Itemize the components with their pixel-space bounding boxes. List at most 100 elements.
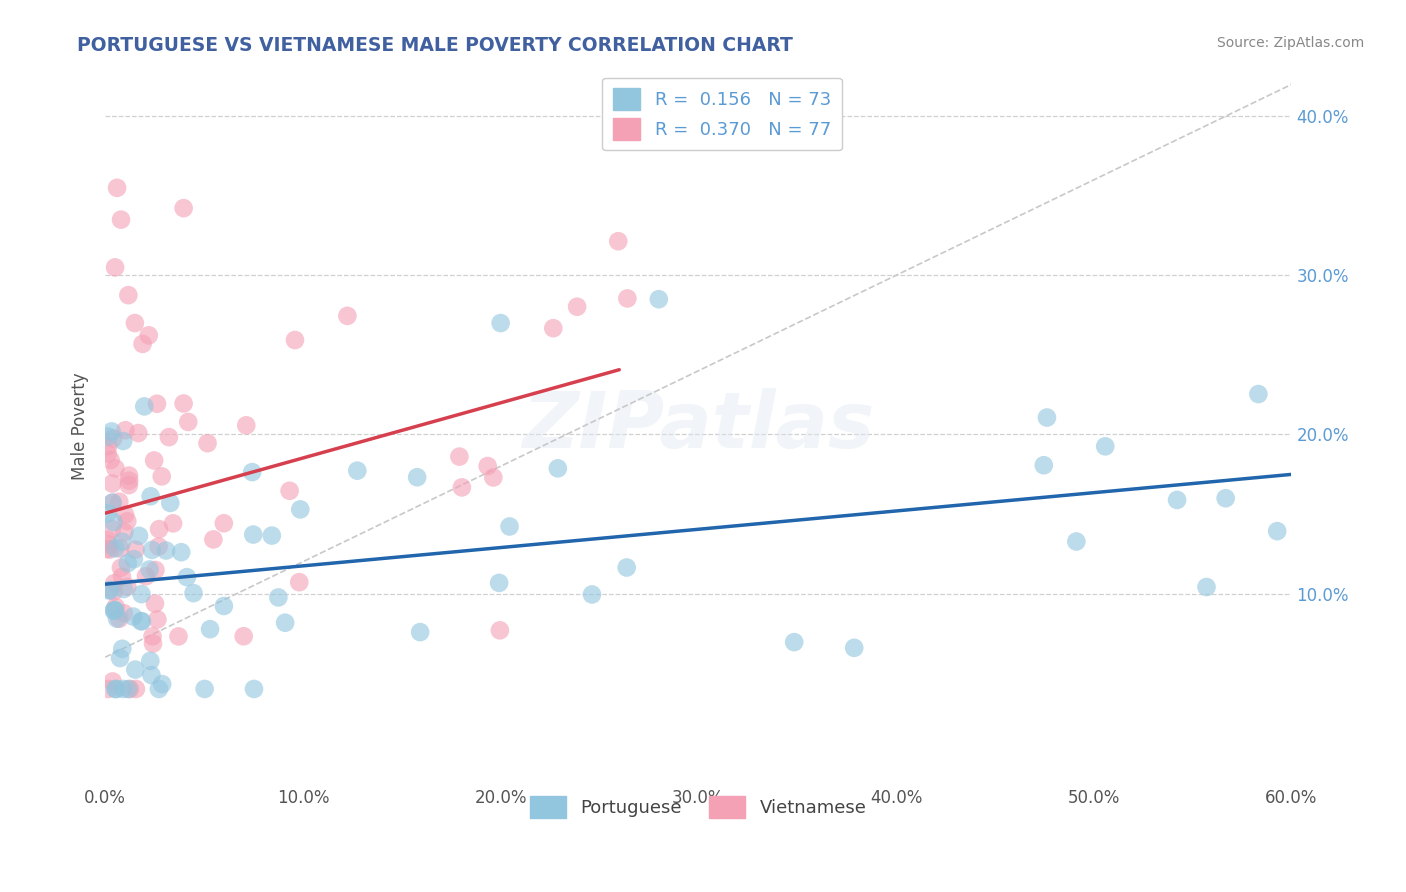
Point	[104, 260, 127, 275]
Point	[489, 624, 512, 638]
Point	[124, 316, 146, 330]
Point	[128, 529, 150, 543]
Point	[97, 537, 120, 551]
Point	[240, 465, 263, 479]
Point	[135, 569, 157, 583]
Point	[648, 292, 671, 306]
Point	[232, 629, 254, 643]
Point	[139, 654, 162, 668]
Point	[284, 333, 307, 347]
Point	[122, 552, 145, 566]
Point	[125, 681, 148, 696]
Point	[243, 681, 266, 696]
Text: Source: ZipAtlas.com: Source: ZipAtlas.com	[1216, 36, 1364, 50]
Point	[129, 614, 152, 628]
Point	[104, 541, 127, 556]
Point	[105, 681, 128, 696]
Point	[103, 603, 125, 617]
Point	[104, 599, 127, 614]
Point	[1066, 534, 1088, 549]
Point	[212, 599, 235, 613]
Point	[111, 534, 134, 549]
Point	[97, 439, 120, 453]
Point	[267, 591, 290, 605]
Point	[194, 681, 217, 696]
Point	[127, 425, 149, 440]
Point	[101, 522, 124, 536]
Point	[100, 453, 122, 467]
Point	[607, 234, 630, 248]
Point	[146, 612, 169, 626]
Point	[198, 622, 221, 636]
Point	[406, 470, 429, 484]
Point	[139, 489, 162, 503]
Point	[104, 681, 127, 696]
Point	[101, 674, 124, 689]
Point	[167, 629, 190, 643]
Point	[1195, 580, 1218, 594]
Point	[111, 569, 134, 583]
Point	[159, 496, 181, 510]
Point	[122, 609, 145, 624]
Point	[138, 328, 160, 343]
Point	[290, 502, 312, 516]
Point	[131, 587, 153, 601]
Point	[173, 201, 195, 215]
Point	[288, 575, 311, 590]
Point	[112, 434, 135, 448]
Point	[124, 542, 146, 557]
Point	[202, 533, 225, 547]
Point	[148, 522, 170, 536]
Point	[124, 663, 146, 677]
Point	[145, 563, 167, 577]
Point	[112, 606, 135, 620]
Point	[581, 587, 603, 601]
Point	[150, 677, 173, 691]
Point	[176, 570, 198, 584]
Point	[1166, 492, 1188, 507]
Point	[97, 447, 120, 461]
Point	[112, 681, 135, 696]
Point	[117, 514, 139, 528]
Point	[148, 540, 170, 554]
Point	[105, 612, 128, 626]
Point	[616, 560, 638, 574]
Point	[783, 635, 806, 649]
Point	[1247, 387, 1270, 401]
Point	[103, 584, 125, 599]
Point	[101, 432, 124, 446]
Point	[138, 562, 160, 576]
Point	[101, 476, 124, 491]
Point	[105, 181, 128, 195]
Point	[235, 418, 257, 433]
Point	[118, 468, 141, 483]
Point	[108, 541, 131, 556]
Point	[117, 556, 139, 570]
Point	[146, 397, 169, 411]
Point	[96, 542, 118, 557]
Point	[157, 430, 180, 444]
Point	[482, 470, 505, 484]
Point	[110, 212, 132, 227]
Point	[1032, 458, 1054, 473]
Point	[100, 425, 122, 439]
Point	[117, 681, 139, 696]
Point	[547, 461, 569, 475]
Point	[488, 575, 510, 590]
Point	[148, 681, 170, 696]
Point	[449, 450, 471, 464]
Point	[177, 415, 200, 429]
Point	[112, 525, 135, 540]
Point	[1036, 410, 1059, 425]
Point	[97, 681, 120, 696]
Point	[1215, 491, 1237, 506]
Point	[844, 640, 866, 655]
Point	[409, 625, 432, 640]
Point	[97, 533, 120, 547]
Point	[110, 560, 132, 574]
Point	[97, 506, 120, 520]
Point	[104, 603, 127, 617]
Text: PORTUGUESE VS VIETNAMESE MALE POVERTY CORRELATION CHART: PORTUGUESE VS VIETNAMESE MALE POVERTY CO…	[77, 36, 793, 54]
Point	[114, 508, 136, 522]
Point	[143, 597, 166, 611]
